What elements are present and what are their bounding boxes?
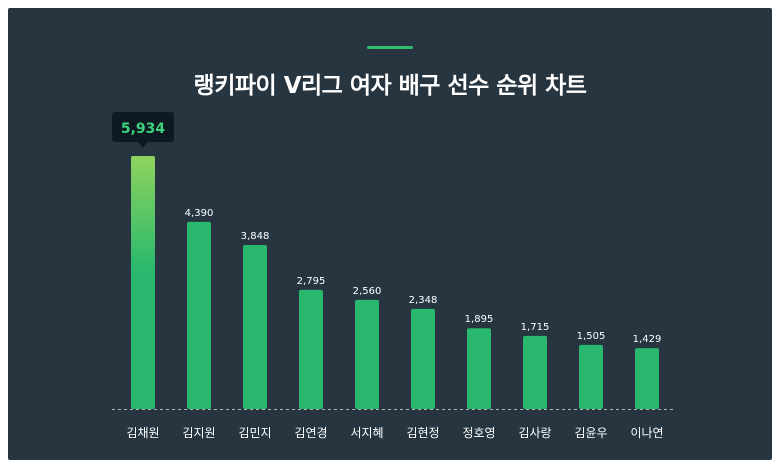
value-label-2: 4,390 — [185, 208, 214, 219]
chart-title: 랭키파이 V리그 여자 배구 선수 순위 차트 — [193, 73, 587, 99]
x-tick-label-3: 김민지 — [238, 426, 271, 440]
bar-9 — [579, 344, 603, 409]
value-label-1: 5,934 — [121, 121, 166, 137]
x-tick-label-9: 김윤우 — [574, 426, 607, 440]
highlight-tooltip — [112, 112, 174, 142]
bar-5 — [355, 299, 379, 409]
x-tick-label-8: 김사랑 — [518, 426, 551, 440]
x-tick-label-1: 김채원 — [126, 426, 159, 440]
value-label-4: 2,795 — [297, 276, 326, 287]
bar-1 — [131, 156, 155, 409]
bar-6 — [411, 308, 435, 409]
x-tick-label-7: 정호영 — [462, 426, 495, 440]
highlight-tooltip-pointer — [138, 142, 148, 148]
chart-card: 랭키파이 V리그 여자 배구 선수 순위 차트 5,934 김채원 4,390 김지원… — [8, 8, 772, 460]
value-label-3: 3,848 — [241, 231, 270, 242]
x-tick-label-10: 이나연 — [630, 426, 663, 440]
bar-7 — [467, 328, 491, 409]
value-label-10: 1,429 — [633, 334, 662, 345]
bar-3 — [243, 244, 267, 409]
bar-8 — [523, 335, 547, 409]
x-tick-label-6: 김현정 — [406, 426, 439, 440]
bar-chart: 5,934 김채원 4,390 김지원 3,848 김민지 2,795 김연경 2,560 서지혜… — [112, 112, 674, 440]
value-label-8: 1,715 — [521, 322, 550, 333]
x-tick-label-2: 김지원 — [182, 426, 215, 440]
value-label-7: 1,895 — [465, 314, 494, 325]
title-accent-line — [367, 46, 413, 49]
value-label-5: 2,560 — [353, 286, 382, 297]
bar-10 — [635, 348, 659, 409]
x-tick-label-5: 서지혜 — [350, 426, 383, 440]
value-label-9: 1,505 — [577, 331, 606, 342]
x-tick-label-4: 김연경 — [294, 426, 327, 440]
bar-4 — [299, 289, 323, 409]
bar-2 — [187, 221, 211, 409]
value-label-6: 2,348 — [409, 295, 438, 306]
